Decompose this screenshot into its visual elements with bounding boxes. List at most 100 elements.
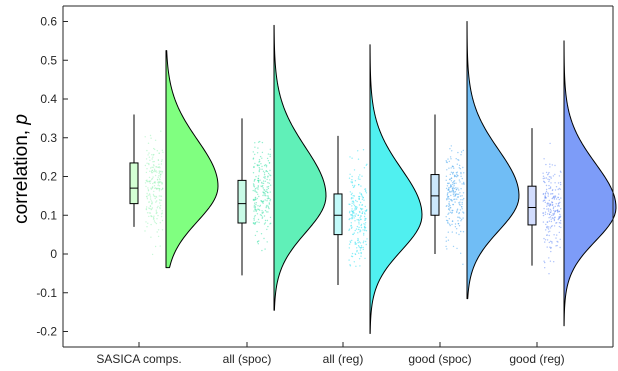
- rain-point: [458, 225, 461, 227]
- rain-point: [364, 257, 366, 260]
- rain-point: [555, 198, 558, 200]
- rain-point: [267, 206, 270, 209]
- rain-point: [553, 234, 555, 236]
- rain-point: [451, 211, 453, 214]
- rain-point: [257, 185, 259, 187]
- rain-point: [152, 193, 155, 196]
- rain-point: [257, 141, 260, 143]
- rain-point: [457, 223, 460, 225]
- rain-point: [361, 212, 363, 214]
- rain-point: [351, 175, 353, 178]
- rain-point: [454, 190, 457, 193]
- rain-point: [352, 184, 354, 187]
- rain-point: [553, 219, 556, 222]
- rain-point: [158, 166, 161, 168]
- rain-point: [451, 223, 453, 226]
- rain-point: [445, 245, 447, 248]
- rain-point: [156, 200, 158, 202]
- rain-point: [348, 228, 351, 230]
- rain-point: [554, 196, 557, 198]
- rain-point: [149, 205, 152, 207]
- rain-point: [263, 164, 266, 167]
- rain-point: [262, 194, 264, 197]
- rain-point: [267, 176, 269, 178]
- rain-point: [360, 245, 363, 247]
- rain-point: [544, 195, 546, 198]
- rain-point: [362, 246, 364, 249]
- rain-point: [445, 179, 447, 181]
- rain-point: [559, 246, 561, 249]
- rain-point: [447, 195, 450, 198]
- rain-point: [254, 202, 256, 204]
- rain-point: [462, 231, 465, 233]
- rain-point: [254, 178, 256, 181]
- rain-point: [252, 151, 254, 153]
- rain-point: [358, 183, 360, 186]
- rain-point: [458, 179, 461, 181]
- rain-point: [156, 178, 159, 181]
- rain-point: [551, 164, 553, 166]
- rain-point: [160, 199, 163, 201]
- rain-point: [545, 223, 547, 226]
- rain-point: [360, 226, 363, 229]
- rain-point: [448, 204, 450, 206]
- rain-point: [551, 204, 554, 207]
- rain-point: [254, 190, 256, 192]
- rain-point: [157, 214, 159, 217]
- rain-point: [358, 219, 360, 222]
- y-tick-label: -0.1: [36, 286, 57, 300]
- rain-point: [155, 212, 157, 215]
- rain-point: [266, 170, 269, 173]
- rain-point: [453, 187, 456, 190]
- rain-point: [552, 207, 555, 210]
- rain-point: [149, 194, 151, 196]
- rain-point: [157, 181, 159, 183]
- rain-point: [459, 168, 461, 170]
- rain-point: [348, 259, 350, 261]
- rain-point: [256, 152, 259, 154]
- rain-point: [550, 220, 553, 223]
- rain-point: [549, 240, 552, 242]
- rain-point: [260, 214, 263, 217]
- y-tick-label: 0: [50, 247, 57, 261]
- rain-point: [453, 195, 455, 197]
- rain-point: [253, 204, 256, 206]
- rain-point: [547, 193, 550, 195]
- rain-point: [545, 177, 547, 179]
- rain-point: [150, 180, 152, 182]
- rain-point: [349, 241, 352, 244]
- rain-point: [356, 249, 358, 252]
- rain-point: [354, 241, 356, 243]
- rain-point: [360, 218, 362, 220]
- rain-point: [547, 178, 549, 180]
- rain-point: [456, 193, 459, 195]
- rain-point: [257, 240, 259, 243]
- rain-point: [267, 196, 269, 198]
- rain-point: [361, 208, 364, 210]
- rain-point: [150, 200, 153, 202]
- rain-point: [269, 179, 271, 181]
- rain-point: [547, 195, 549, 197]
- rain-point: [365, 230, 368, 232]
- rain-point: [357, 178, 360, 180]
- rain-point: [364, 219, 366, 221]
- boxes-layer: [129, 114, 537, 285]
- rain-point: [362, 211, 364, 213]
- rain-point: [449, 148, 451, 150]
- rain-point: [156, 187, 158, 190]
- rain-point: [552, 206, 555, 208]
- rain-point: [548, 176, 551, 178]
- rain-point: [548, 273, 550, 275]
- rain-point: [363, 167, 366, 169]
- rain-point: [358, 246, 360, 248]
- rain-point: [151, 207, 154, 209]
- rain-point: [153, 185, 156, 187]
- rain-point: [446, 194, 449, 196]
- rain-point: [262, 180, 265, 182]
- rain-point: [269, 184, 272, 186]
- rain-point: [257, 218, 260, 221]
- rain-point: [549, 246, 551, 248]
- rain-point: [355, 207, 358, 210]
- rain-point: [259, 155, 262, 158]
- rain-point: [254, 187, 257, 190]
